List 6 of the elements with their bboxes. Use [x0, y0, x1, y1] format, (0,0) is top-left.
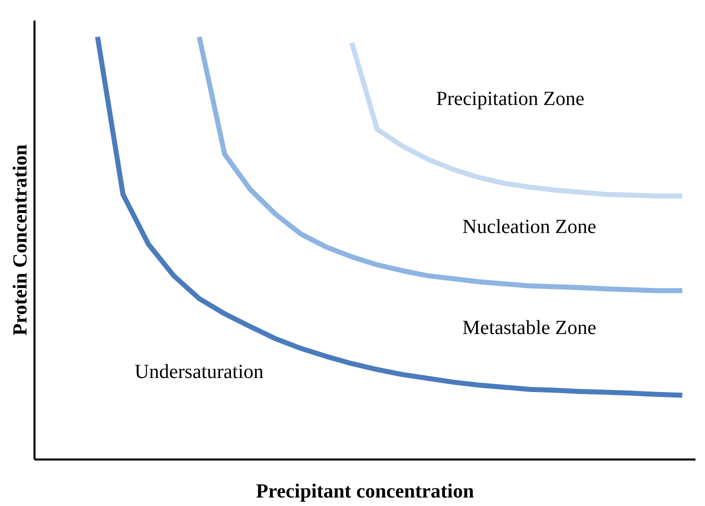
y-axis-title: Protein Concentration — [10, 144, 32, 336]
annotation: Precipitation Zone — [436, 88, 585, 110]
annotation: Nucleation Zone — [462, 216, 596, 238]
annotation: Metastable Zone — [462, 317, 596, 339]
x-axis-title: Precipitant concentration — [256, 480, 474, 502]
annotation: Undersaturation — [134, 361, 264, 383]
